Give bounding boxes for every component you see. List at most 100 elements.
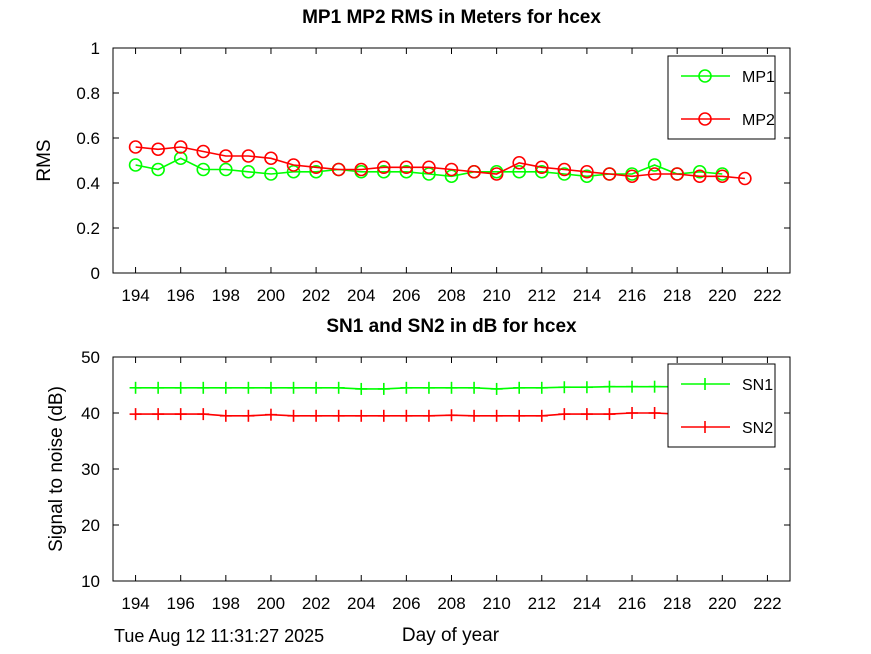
x-tick-label: 200 (257, 594, 285, 613)
x-tick-label: 196 (167, 286, 195, 305)
x-tick-label: 194 (121, 286, 149, 305)
data-point (174, 381, 187, 394)
data-point (445, 381, 458, 394)
x-tick-label: 198 (212, 594, 240, 613)
data-point (129, 381, 142, 394)
chart-panel-1: MP1 MP2 RMS in Meters for hcex 194 196 198 2… (34, 7, 791, 305)
x-tick-label: 222 (753, 594, 781, 613)
y-tick-label: 10 (81, 572, 100, 591)
x-tick-label: 202 (302, 286, 330, 305)
data-point (580, 408, 593, 421)
data-point (513, 381, 526, 394)
data-point (534, 160, 549, 175)
timestamp-label: Tue Aug 12 11:31:27 2025 (114, 626, 324, 646)
data-point (264, 151, 278, 166)
data-point (264, 408, 277, 421)
y-tick-label: 0.2 (76, 219, 100, 238)
data-point (173, 140, 188, 154)
x-tick-label: 216 (618, 594, 646, 613)
data-point (625, 169, 639, 184)
legend: SN1 SN2 (667, 363, 776, 448)
data-point (376, 164, 391, 179)
data-point (219, 149, 233, 163)
data-point (219, 381, 232, 394)
data-point (626, 407, 639, 419)
data-point (715, 169, 730, 184)
x-tick-label: 206 (392, 286, 420, 305)
data-point (647, 167, 662, 181)
data-point (128, 158, 143, 172)
y-tick-label: 0.6 (76, 129, 100, 148)
data-point (490, 382, 503, 395)
x-tick-label: 216 (618, 286, 646, 305)
series-line-mp2 (135, 146, 745, 180)
y-tick-label: 50 (81, 348, 100, 367)
data-point (129, 408, 142, 421)
x-tick-label: 214 (573, 286, 601, 305)
y-tick-label: 0 (91, 264, 100, 283)
data-point (468, 381, 481, 394)
x-tick-label: 220 (708, 286, 736, 305)
legend-box (667, 363, 776, 448)
y-tick-label: 30 (81, 460, 100, 479)
data-point (603, 380, 616, 393)
legend-box (667, 55, 776, 140)
x-tick-label: 204 (347, 594, 375, 613)
data-point (647, 158, 662, 172)
x-tick-label: 206 (392, 594, 420, 613)
data-point (332, 409, 345, 422)
data-point (490, 409, 503, 422)
data-point (355, 382, 368, 395)
data-point (151, 142, 165, 157)
x-axis-label: Day of year (402, 625, 500, 646)
data-point (670, 167, 684, 181)
data-point (219, 162, 233, 177)
data-point (738, 171, 752, 186)
data-point (513, 409, 526, 422)
x-tick-label: 194 (121, 594, 149, 613)
data-point (535, 381, 548, 394)
legend: MP1 MP2 (667, 55, 776, 140)
y-axis-label: RMS (34, 139, 55, 181)
data-point (399, 164, 414, 179)
data-point (557, 162, 572, 177)
data-point (467, 164, 481, 179)
chart-title: SN1 and SN2 in dB for hcex (326, 316, 577, 337)
legend-label: SN2 (742, 420, 773, 437)
data-point (332, 381, 345, 394)
data-point (535, 409, 548, 422)
y-axis-label: Signal to noise (dB) (46, 386, 67, 552)
legend-label: SN1 (742, 377, 773, 394)
y-tick-label: 1 (91, 39, 100, 58)
x-tick-label: 222 (753, 286, 781, 305)
data-point (128, 140, 143, 154)
data-point (310, 409, 323, 422)
data-point (241, 164, 256, 179)
data-point (196, 162, 211, 177)
data-point (512, 164, 527, 179)
data-point (558, 408, 571, 421)
data-point (512, 155, 527, 170)
data-point (399, 160, 414, 175)
x-tick-label: 210 (482, 594, 510, 613)
y-tick-label: 0.4 (76, 174, 100, 193)
x-tick-label: 220 (708, 594, 736, 613)
data-point (445, 409, 458, 422)
data-point (626, 380, 639, 393)
data-point (692, 164, 707, 179)
data-point (422, 381, 435, 394)
data-point (580, 169, 594, 184)
data-point (489, 167, 504, 181)
data-point (603, 408, 616, 421)
data-point (152, 408, 165, 421)
data-point (309, 160, 323, 175)
data-point (602, 167, 617, 181)
x-tick-label: 212 (528, 286, 556, 305)
x-tick-label: 200 (257, 286, 285, 305)
data-point (264, 381, 277, 394)
x-tick-label: 196 (167, 594, 195, 613)
data-point (692, 169, 707, 184)
data-point (310, 381, 323, 394)
series-mp2 (128, 140, 752, 186)
data-point (376, 160, 391, 175)
